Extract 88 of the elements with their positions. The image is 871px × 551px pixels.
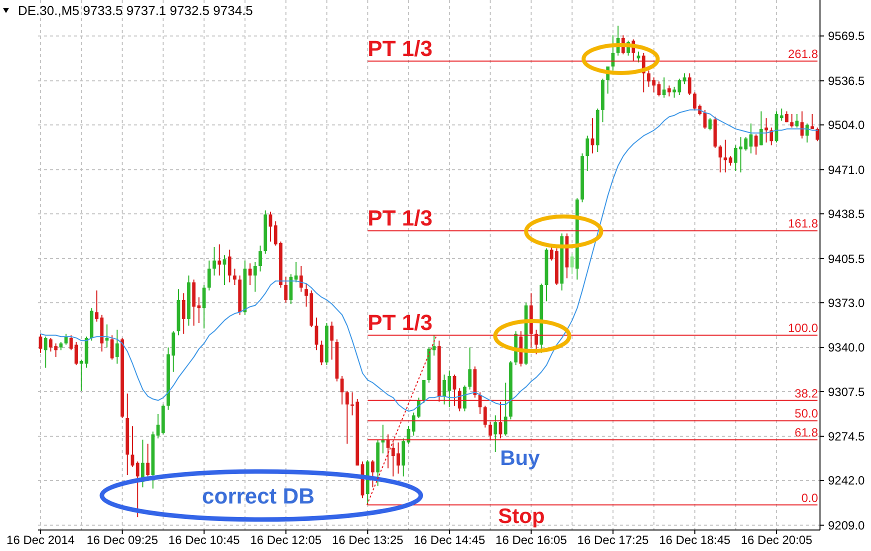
y-tick-label: 9340.0: [828, 340, 866, 355]
x-tick-label: 16 Dec 13:25: [332, 533, 404, 547]
candlestick: [284, 276, 288, 304]
candlestick: [422, 380, 426, 404]
candlestick: [790, 114, 794, 128]
candlestick: [248, 262, 252, 286]
candlestick: [80, 359, 84, 392]
x-tick-label: 16 Dec 18:45: [659, 533, 731, 547]
y-tick-label: 9504.0: [828, 118, 866, 132]
candlestick: [570, 253, 574, 275]
x-tick-label: 16 Dec 17:25: [577, 533, 650, 547]
x-tick-label: 16 Dec 14:45: [414, 533, 486, 547]
candlestick: [810, 114, 814, 130]
candlestick: [212, 246, 216, 276]
candlestick: [130, 426, 134, 468]
y-tick-label: 9242.0: [828, 474, 866, 488]
candlestick: [816, 127, 820, 142]
candlestick: [759, 110, 763, 146]
y-tick-label: 9569.5: [828, 29, 866, 44]
candlestick: [494, 414, 498, 452]
candlestick: [728, 156, 732, 166]
y-tick-label: 9274.5: [828, 430, 866, 444]
x-tick-label: 16 Dec 20:05: [740, 533, 813, 547]
annotation: Buy: [500, 447, 540, 470]
candlestick: [688, 72, 692, 96]
y-tick-label: 9405.5: [828, 252, 866, 266]
chart-title: DE.30.,M5 9733.5 9737.1 9732.5 9734.5: [18, 3, 253, 18]
x-tick-label: 16 Dec 2014: [6, 533, 75, 547]
candlestick: [182, 292, 186, 334]
candlestick: [458, 388, 462, 412]
candlestick: [233, 268, 236, 286]
y-tick-label: 9209.0: [828, 518, 866, 533]
candlestick: [463, 384, 466, 412]
candlestick: [44, 336, 48, 368]
candlestick: [770, 127, 774, 146]
candlestick: [222, 254, 226, 286]
x-tick-label: 16 Dec 09:25: [86, 533, 158, 547]
candlestick: [228, 249, 232, 283]
candlestick: [468, 346, 472, 390]
annotation: 161.8: [788, 216, 818, 231]
candlestick: [488, 422, 492, 440]
annotation: 0.0: [801, 490, 818, 505]
candlestick: [534, 329, 538, 355]
candlestick: [586, 135, 590, 172]
candlestick: [253, 261, 257, 292]
annotation: 38.2: [794, 386, 818, 400]
annotation: PT 1/3: [368, 310, 432, 336]
annotation: PT 1/3: [368, 36, 432, 62]
annotation: PT 1/3: [368, 206, 432, 231]
annotation: correct DB: [202, 484, 315, 508]
candlestick: [371, 460, 374, 488]
candlestick: [724, 139, 728, 173]
x-tick-label: 16 Dec 10:45: [168, 533, 240, 547]
annotation: 61.8: [794, 426, 818, 440]
annotation: 50.0: [794, 406, 818, 421]
y-tick-label: 9373.0: [828, 296, 866, 310]
annotation: 100.0: [788, 321, 818, 336]
candlestick: [207, 260, 211, 291]
y-tick-label: 9438.5: [828, 207, 866, 222]
candlestick: [764, 118, 768, 144]
candlestick: [657, 80, 661, 97]
y-tick-label: 9307.5: [828, 384, 866, 399]
x-tick-label: 16 Dec 16:05: [496, 533, 568, 547]
candlestick: [636, 51, 640, 63]
candlestick: [667, 85, 671, 97]
candlestick: [38, 333, 42, 354]
x-tick-label: 16 Dec 12:05: [250, 533, 322, 547]
candlestick: [718, 144, 722, 173]
candlestick: [662, 76, 666, 98]
candlestick: [504, 382, 508, 436]
candlestick: [498, 401, 502, 439]
annotation: 261.8: [788, 47, 818, 62]
annotation: Stop: [498, 505, 545, 528]
y-tick-label: 9471.0: [828, 162, 866, 177]
candlestick: [345, 390, 349, 444]
candlestick: [330, 321, 334, 360]
candlestick: [218, 244, 222, 276]
candlestick: [115, 329, 119, 364]
candlestick: [299, 266, 303, 292]
candlestick: [258, 245, 262, 272]
candlestick: [483, 405, 487, 428]
candlestick: [136, 460, 140, 518]
candlestick: [780, 108, 784, 122]
candlestick: [805, 123, 809, 144]
candlestick: [320, 340, 324, 366]
y-tick-label: 9536.5: [828, 74, 866, 88]
candlestick: [754, 134, 758, 156]
candlestick: [146, 443, 150, 477]
